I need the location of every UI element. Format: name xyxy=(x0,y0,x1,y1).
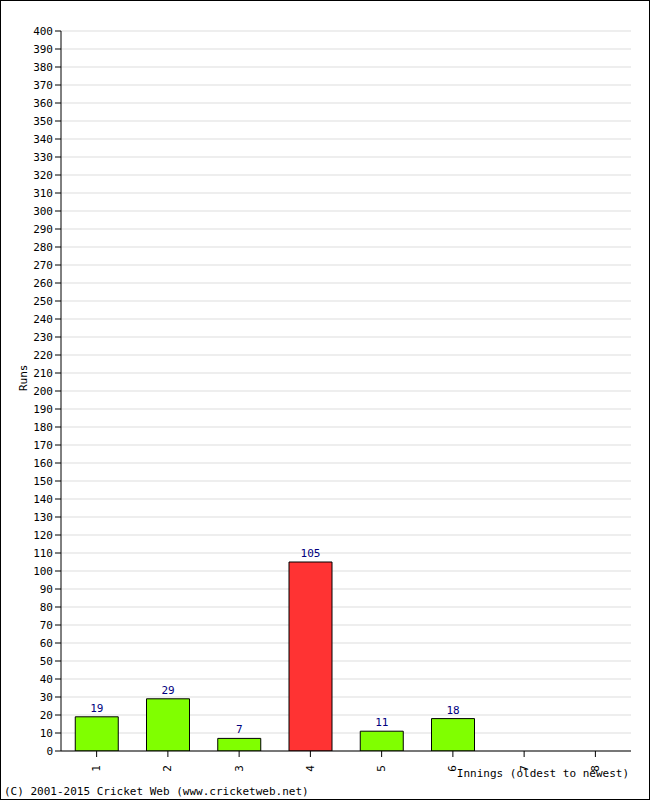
svg-text:310: 310 xyxy=(33,187,53,200)
svg-text:390: 390 xyxy=(33,43,53,56)
svg-text:20: 20 xyxy=(40,709,53,722)
svg-text:150: 150 xyxy=(33,475,53,488)
svg-text:230: 230 xyxy=(33,331,53,344)
svg-text:50: 50 xyxy=(40,655,53,668)
svg-text:380: 380 xyxy=(33,61,53,74)
svg-text:130: 130 xyxy=(33,511,53,524)
svg-text:260: 260 xyxy=(33,277,53,290)
svg-text:280: 280 xyxy=(33,241,53,254)
svg-text:3: 3 xyxy=(233,765,246,772)
html-text:Innings (oldest to newest): Innings (oldest to newest) xyxy=(456,767,629,780)
svg-text:210: 210 xyxy=(33,367,53,380)
svg-text:250: 250 xyxy=(33,295,53,308)
svg-text:360: 360 xyxy=(33,97,53,110)
svg-text:70: 70 xyxy=(40,619,53,632)
svg-text:Runs: Runs xyxy=(17,365,30,392)
svg-text:400: 400 xyxy=(33,25,53,38)
svg-text:110: 110 xyxy=(33,547,53,560)
svg-text:80: 80 xyxy=(40,601,53,614)
svg-text:270: 270 xyxy=(33,259,53,272)
svg-text:11: 11 xyxy=(375,716,388,729)
svg-text:30: 30 xyxy=(40,691,53,704)
svg-text:19: 19 xyxy=(90,702,103,715)
svg-text:300: 300 xyxy=(33,205,53,218)
html-text:(C) 2001-2015 Cricket Web (www: (C) 2001-2015 Cricket Web (www.cricketwe… xyxy=(4,785,309,798)
svg-text:290: 290 xyxy=(33,223,53,236)
svg-text:4: 4 xyxy=(304,765,317,772)
svg-text:370: 370 xyxy=(33,79,53,92)
svg-text:350: 350 xyxy=(33,115,53,128)
svg-text:190: 190 xyxy=(33,403,53,416)
svg-text:170: 170 xyxy=(33,439,53,452)
svg-text:140: 140 xyxy=(33,493,53,506)
svg-text:60: 60 xyxy=(40,637,53,650)
svg-text:220: 220 xyxy=(33,349,53,362)
svg-text:160: 160 xyxy=(33,457,53,470)
svg-text:7: 7 xyxy=(236,723,243,736)
svg-text:200: 200 xyxy=(33,385,53,398)
svg-text:5: 5 xyxy=(375,765,388,772)
svg-text:29: 29 xyxy=(161,684,174,697)
svg-text:1: 1 xyxy=(90,765,103,772)
svg-text:18: 18 xyxy=(446,704,459,717)
svg-text:105: 105 xyxy=(301,547,321,560)
svg-text:10: 10 xyxy=(40,727,53,740)
svg-text:6: 6 xyxy=(446,765,460,772)
svg-text:340: 340 xyxy=(33,133,53,146)
svg-text:180: 180 xyxy=(33,421,53,434)
svg-text:0: 0 xyxy=(46,745,53,758)
svg-text:40: 40 xyxy=(40,673,53,686)
svg-text:2: 2 xyxy=(161,765,174,772)
svg-text:90: 90 xyxy=(40,583,53,596)
svg-text:100: 100 xyxy=(33,565,53,578)
svg-text:240: 240 xyxy=(33,313,53,326)
svg-text:120: 120 xyxy=(33,529,53,542)
svg-text:330: 330 xyxy=(33,151,53,164)
svg-text:320: 320 xyxy=(33,169,53,182)
